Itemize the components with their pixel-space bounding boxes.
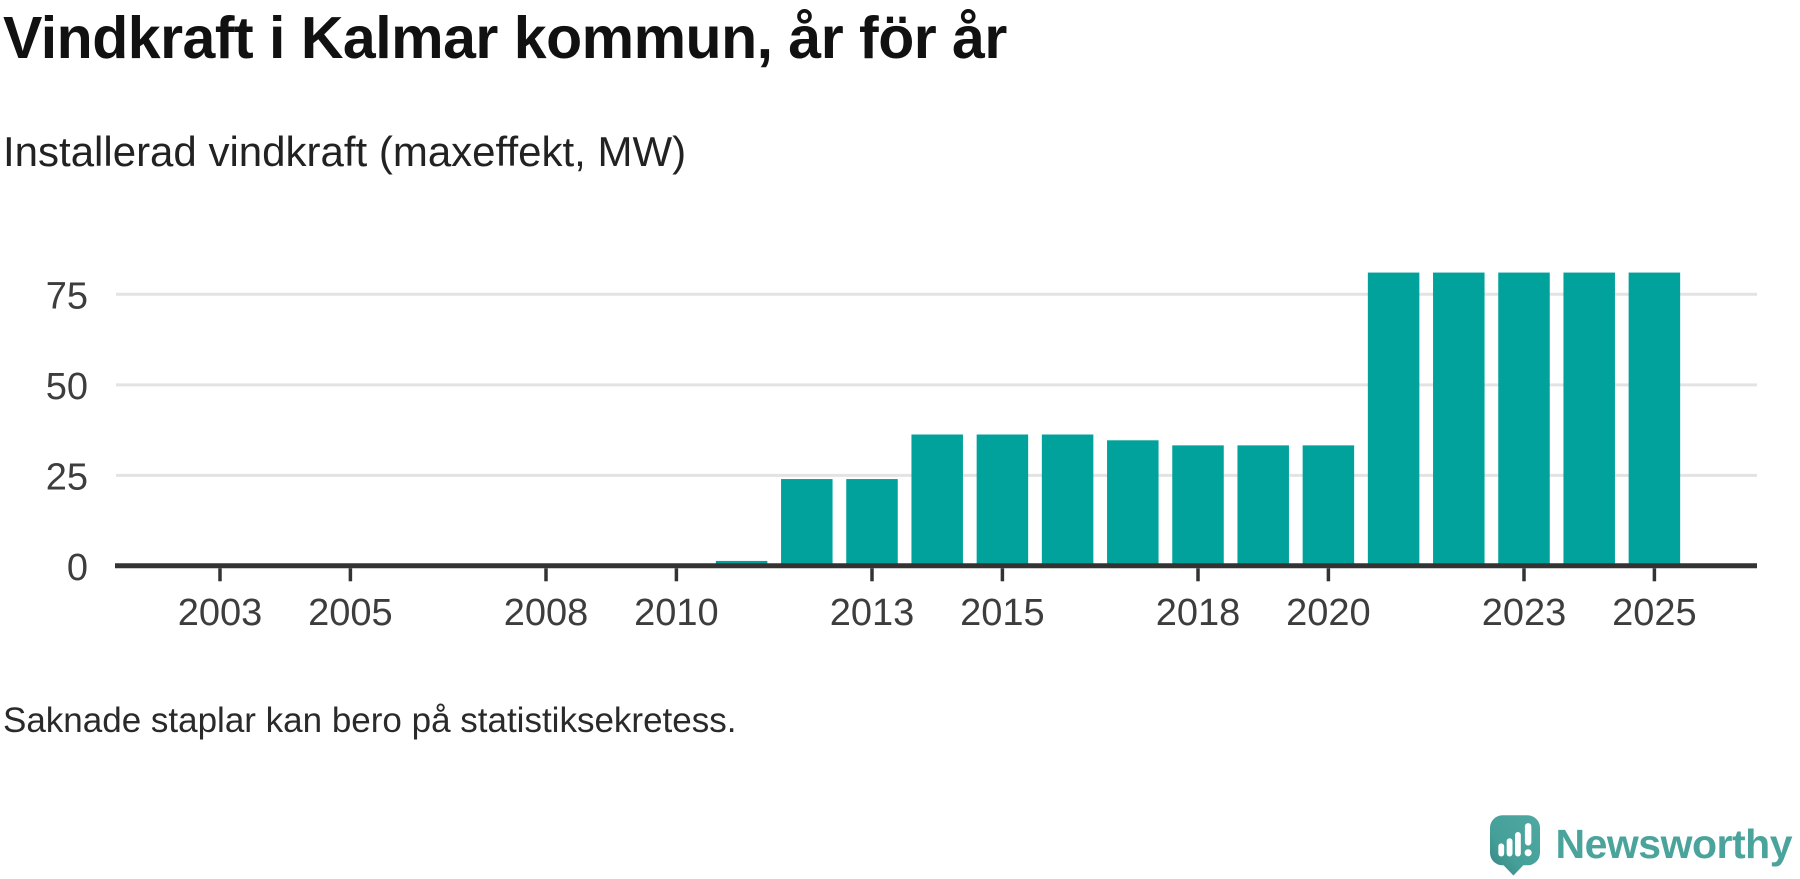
x-tick-label: 2018 (1156, 592, 1241, 634)
y-tick-label: 0 (67, 547, 88, 589)
x-tick-label: 2008 (504, 592, 589, 634)
x-tick-label: 2025 (1612, 592, 1697, 634)
newsworthy-wordmark: Newsworthy (1555, 821, 1793, 867)
bar (1172, 445, 1224, 568)
bar (1433, 272, 1485, 568)
chart-footnote: Saknade staplar kan bero på statistiksek… (3, 701, 737, 740)
bar (1367, 272, 1420, 568)
x-tick-label: 2005 (308, 592, 393, 634)
bar (976, 434, 1029, 568)
newsworthy-logo-icon (1489, 815, 1540, 876)
newsworthy-branding: Newsworthy (1489, 815, 1793, 879)
bar (1302, 445, 1355, 568)
bar (846, 479, 898, 568)
bar (911, 434, 963, 568)
x-tick-label: 2015 (960, 592, 1045, 634)
bar (1498, 272, 1550, 568)
y-tick-label: 50 (46, 366, 88, 408)
bar (1107, 440, 1159, 568)
y-tick-label: 25 (46, 456, 88, 498)
bar (1563, 272, 1615, 568)
x-tick-label: 2023 (1482, 592, 1567, 634)
bar (1041, 434, 1094, 568)
x-tick-label: 2020 (1286, 592, 1371, 634)
x-tick-label: 2013 (830, 592, 915, 634)
bar (781, 479, 833, 568)
chart-title: Vindkraft i Kalmar kommun, år för år (3, 5, 1007, 71)
x-tick-label: 2003 (178, 592, 263, 634)
chart-subtitle: Installerad vindkraft (maxeffekt, MW) (3, 128, 687, 175)
y-tick-label: 75 (46, 275, 88, 317)
x-tick-label: 2010 (634, 592, 719, 634)
bar (1237, 445, 1289, 568)
bar (1628, 272, 1681, 568)
